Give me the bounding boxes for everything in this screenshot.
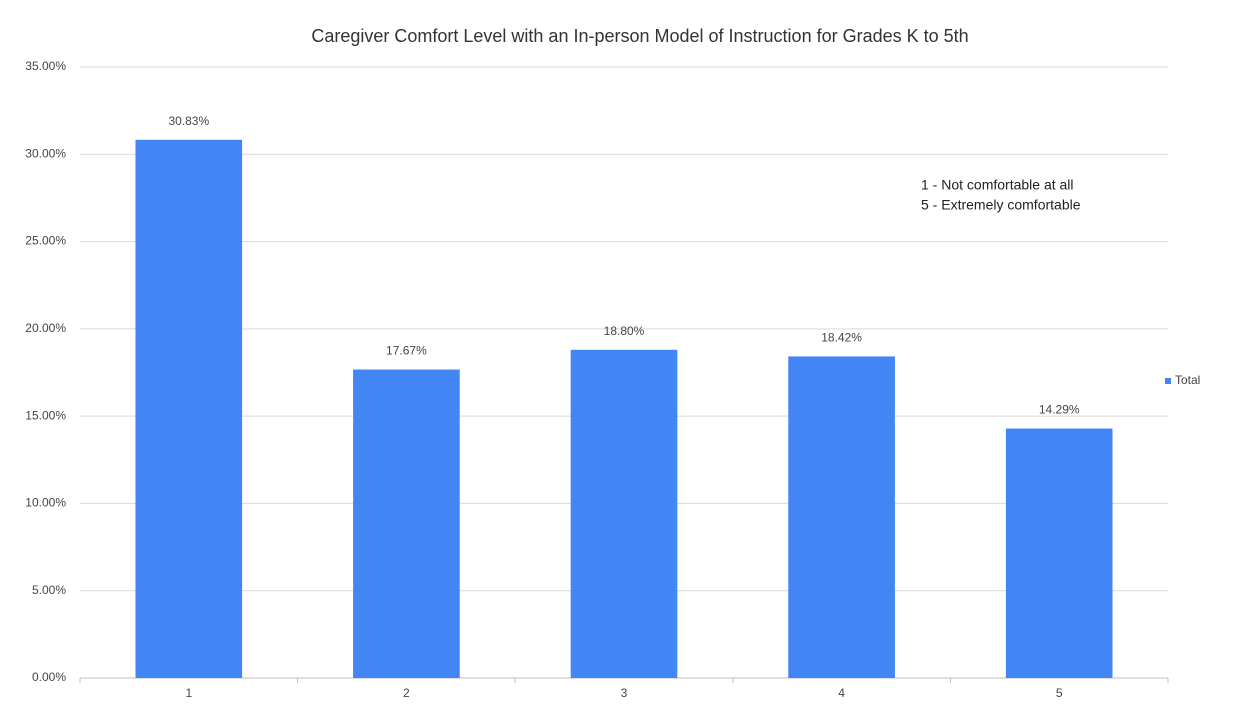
y-tick-label: 25.00%: [25, 234, 66, 248]
bar: [570, 349, 678, 678]
x-tick-label: 1: [185, 686, 192, 700]
y-tick-label: 15.00%: [25, 408, 66, 422]
bar: [135, 139, 243, 679]
data-label: 14.29%: [1039, 403, 1080, 417]
legend-swatch: [1165, 378, 1171, 384]
bar: [788, 356, 895, 678]
bar: [353, 369, 460, 678]
x-tick-label: 2: [403, 686, 410, 700]
legend-label: Total: [1175, 373, 1200, 387]
data-label: 17.67%: [386, 344, 427, 358]
y-tick-label: 30.00%: [25, 146, 66, 160]
annotation: 5 - Extremely comfortable: [921, 197, 1081, 213]
bar: [1005, 428, 1113, 678]
y-tick-label: 35.00%: [25, 59, 66, 73]
chart-title: Caregiver Comfort Level with an In-perso…: [311, 26, 968, 46]
y-tick-label: 5.00%: [32, 583, 66, 597]
y-tick-label: 20.00%: [25, 321, 66, 335]
x-tick-label: 5: [1056, 686, 1063, 700]
x-tick-label: 3: [621, 686, 628, 700]
data-label: 18.42%: [821, 331, 862, 345]
data-label: 18.80%: [604, 324, 645, 338]
y-tick-label: 0.00%: [32, 670, 66, 684]
data-label: 30.83%: [168, 114, 209, 128]
x-tick-label: 4: [838, 686, 845, 700]
annotation: 1 - Not comfortable at all: [921, 177, 1074, 193]
y-tick-label: 10.00%: [25, 496, 66, 510]
